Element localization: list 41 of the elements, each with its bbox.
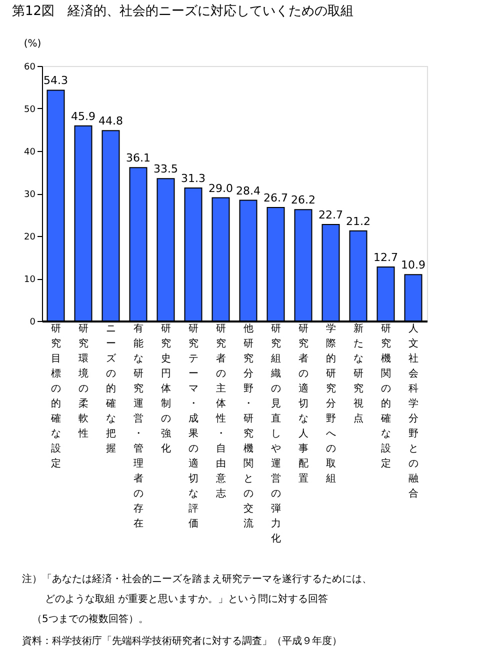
category-label: ニーズの的確な把握 bbox=[106, 324, 116, 454]
data-label: 12.7 bbox=[374, 251, 398, 264]
y-tick-label: 0 bbox=[30, 318, 36, 328]
category-label: 研究目標の的確な設定 bbox=[50, 324, 61, 470]
data-label: 33.5 bbox=[154, 162, 178, 176]
text: 注）「あなたは経済・社会的ニーズを踏まえ研究テーマを遂行するためには、 bbox=[22, 573, 372, 585]
x-tick-label: 新たな研究視点 bbox=[353, 322, 364, 424]
x-tick-label: 研究環境の柔軟性 bbox=[77, 324, 88, 440]
y-tick-label: 50 bbox=[24, 105, 36, 115]
chart-title: 第12図 経済的、社会的ニーズに対応していくための取組 bbox=[12, 3, 354, 19]
data-label: 29.0 bbox=[208, 182, 233, 195]
text: 資料：科学技術庁「先端科学技術研究者に対する調査」（平成９年度） bbox=[22, 635, 342, 647]
y-tick-label: 10 bbox=[24, 275, 36, 285]
data-label: 44.8 bbox=[98, 114, 123, 128]
category-label: 研究者の主体性・自由意志 bbox=[216, 324, 226, 500]
data-label: 26.2 bbox=[291, 194, 316, 207]
y-tick-label: 20 bbox=[24, 232, 36, 242]
category-label: 研究テーマ・成果の適切な評価 bbox=[188, 324, 198, 530]
text: どのような取組 が重要と思いますか。」という問に対する回答 bbox=[45, 593, 328, 605]
text: （5つまでの複数回答）。 bbox=[32, 613, 148, 625]
data-label: 10.9 bbox=[401, 258, 426, 272]
category-label: 研究史円体制の強化 bbox=[160, 324, 171, 454]
y-axis-title: (%) bbox=[24, 38, 42, 50]
category-label: 研究者の適切な人事配置 bbox=[298, 324, 308, 484]
y-tick-label: 40 bbox=[24, 148, 36, 158]
data-label: 28.4 bbox=[236, 184, 260, 198]
y-tick-label: 60 bbox=[24, 62, 36, 72]
category-label: 学際的研究分野への取組 bbox=[326, 324, 336, 484]
data-label: 26.7 bbox=[264, 192, 288, 205]
category-label: 人文社会科学分野との融合 bbox=[408, 324, 418, 500]
category-label: 研究組織の見直しや運営の弾力化 bbox=[270, 324, 281, 544]
y-tick-label: 30 bbox=[24, 190, 36, 200]
category-label: 研究機関の的確な設定 bbox=[380, 324, 391, 470]
data-label: 21.2 bbox=[346, 214, 370, 228]
category-label: 他研究分野・研究機関との交流 bbox=[243, 324, 254, 530]
data-label: 22.7 bbox=[318, 208, 343, 222]
data-label: 45.9 bbox=[71, 110, 96, 123]
data-label: 31.3 bbox=[181, 172, 206, 185]
data-label: 54.3 bbox=[44, 74, 68, 88]
data-label: 36.1 bbox=[126, 152, 150, 165]
category-label: 有能な研究運営・管理者の存在 bbox=[133, 324, 144, 530]
